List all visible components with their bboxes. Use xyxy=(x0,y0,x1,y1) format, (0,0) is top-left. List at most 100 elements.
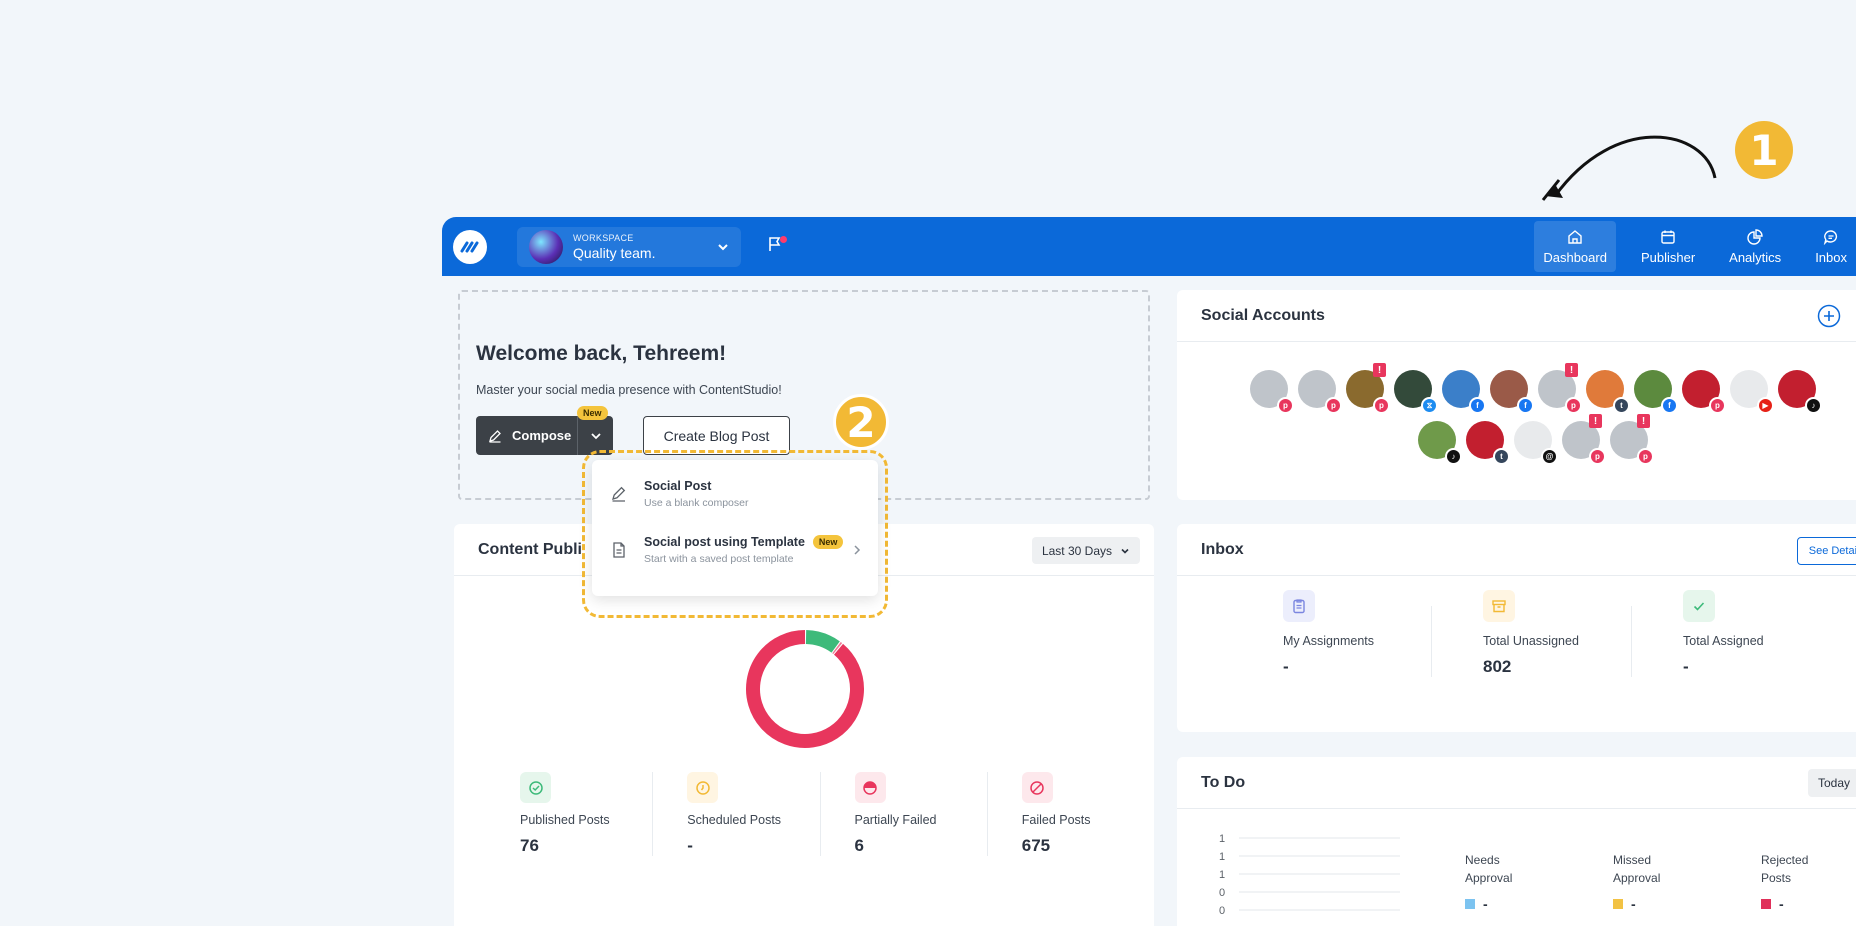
social-account-avatar[interactable]: p! xyxy=(1610,414,1654,465)
donut-slice-failed[interactable] xyxy=(746,630,864,748)
social-account-avatar[interactable]: f xyxy=(1490,370,1534,414)
needs-approval-swatch xyxy=(1465,899,1475,909)
social-account-avatar[interactable]: ♪ xyxy=(1778,370,1822,414)
compose-menu: Social Post Use a blank composer Social … xyxy=(592,460,878,596)
tumblr-icon: t xyxy=(1613,397,1630,414)
nav-dashboard[interactable]: Dashboard xyxy=(1534,221,1616,272)
todo-missed-approval-line2: Approval xyxy=(1613,871,1661,885)
social-account-avatar[interactable]: t xyxy=(1466,421,1510,465)
publishing-range-select[interactable]: Last 30 Days xyxy=(1031,537,1140,564)
menu-item-template-post-title: Social post using Template xyxy=(644,535,805,549)
pinterest-icon: p xyxy=(1589,448,1606,465)
pinterest-icon: p xyxy=(1277,397,1294,414)
stat-failed-value: 675 xyxy=(1021,836,1051,855)
social-account-avatar[interactable]: p! xyxy=(1346,363,1390,414)
workspace-label: WORKSPACE xyxy=(573,232,634,243)
home-icon xyxy=(1568,229,1582,244)
menu-item-social-post-title: Social Post xyxy=(644,479,712,493)
welcome-card: Welcome back, Tehreem! Master your socia… xyxy=(458,290,1150,500)
menu-item-social-post[interactable]: Social Post Use a blank composer xyxy=(592,466,878,522)
stat-failed-label: Failed Posts xyxy=(1021,813,1091,827)
chevron-down-icon xyxy=(590,432,601,439)
social-account-avatar[interactable]: t xyxy=(1586,370,1630,414)
pinterest-icon: p xyxy=(1373,397,1390,414)
publishing-range-label: Last 30 Days xyxy=(1041,543,1112,558)
compose-new-badge: New xyxy=(577,406,608,420)
social-account-avatar[interactable]: ▶ xyxy=(1730,370,1774,414)
social-account-avatar[interactable]: @ xyxy=(1514,421,1558,465)
welcome-title: Welcome back, Tehreem! xyxy=(476,342,727,365)
nav-analytics[interactable]: Analytics xyxy=(1720,221,1790,272)
compose-label: Compose xyxy=(512,428,572,443)
nav-inbox[interactable]: Inbox xyxy=(1806,221,1856,272)
compose-dropdown-toggle[interactable] xyxy=(577,416,613,455)
annotation-arrow xyxy=(1541,135,1717,201)
stat-published-label: Published Posts xyxy=(520,813,610,827)
warning-icon: ! xyxy=(1565,363,1578,377)
document-icon xyxy=(613,542,625,558)
template-new-badge: New xyxy=(812,535,844,549)
menu-item-template-post-subtitle: Start with a saved post template xyxy=(644,553,794,565)
social-account-avatar[interactable]: f xyxy=(1442,370,1486,414)
inbox-total-unassigned-label: Total Unassigned xyxy=(1483,634,1579,648)
inbox-my-assignments-label: My Assignments xyxy=(1283,634,1375,648)
social-account-avatar[interactable]: p! xyxy=(1538,363,1582,414)
warning-icon: ! xyxy=(1373,363,1386,377)
social-accounts-card: Social Accounts p p p! ⧖ f f p! t f p ▶ ♪ ♪ t @ p! p! xyxy=(1177,290,1856,500)
chevron-down-icon xyxy=(718,243,728,250)
social-account-avatar[interactable]: ♪ xyxy=(1418,421,1462,465)
nav-publisher[interactable]: Publisher xyxy=(1632,221,1704,272)
social-account-avatar[interactable]: p xyxy=(1682,370,1726,414)
workspace-name: Quality team. xyxy=(573,244,656,261)
social-account-avatar[interactable]: p xyxy=(1298,370,1342,414)
todo-rejected-posts-line2: Posts xyxy=(1761,871,1792,885)
stat-partially-failed-value: 6 xyxy=(854,836,864,855)
missed-approval-swatch xyxy=(1613,899,1623,909)
notifications-flag[interactable] xyxy=(767,236,787,257)
menu-item-social-post-subtitle: Use a blank composer xyxy=(644,497,749,509)
publishing-donut-chart xyxy=(746,630,864,748)
create-blog-post-button[interactable]: Create Blog Post xyxy=(643,416,790,455)
inbox-my-assignments: My Assignments - xyxy=(1177,590,1431,677)
donut-slice-partially-failed[interactable] xyxy=(832,642,843,655)
threads-icon: @ xyxy=(1541,448,1558,465)
compose-menu-highlight: Social Post Use a blank composer Social … xyxy=(582,450,888,618)
social-accounts-row: p p p! ⧖ f f p! t f p ▶ ♪ xyxy=(1213,363,1853,414)
logo-icon xyxy=(460,241,479,252)
chat-icon xyxy=(1823,229,1838,245)
social-accounts-list: p p p! ⧖ f f p! t f p ▶ ♪ ♪ t @ p! p! xyxy=(1213,363,1853,472)
social-account-avatar[interactable]: ⧖ xyxy=(1394,370,1438,414)
social-account-avatar[interactable]: f xyxy=(1634,370,1678,414)
stat-scheduled-label: Scheduled Posts xyxy=(687,813,782,827)
half-circle-icon xyxy=(854,772,886,803)
social-account-avatar[interactable]: p xyxy=(1250,370,1294,414)
workspace-switcher[interactable]: WORKSPACE Quality team. xyxy=(517,226,741,267)
inbox-my-assignments-value: - xyxy=(1283,657,1289,676)
social-account-avatar[interactable]: p! xyxy=(1562,414,1606,465)
todo-range-select[interactable]: Today xyxy=(1807,769,1856,797)
menu-item-template-post[interactable]: Social post using Template New Start with… xyxy=(592,522,878,578)
social-accounts-row: ♪ t @ p! p! xyxy=(1213,414,1853,465)
todo-missed-approval-line1: Missed xyxy=(1613,853,1652,867)
pie-chart-icon xyxy=(1747,228,1763,245)
warning-icon: ! xyxy=(1637,414,1650,428)
facebook-icon: f xyxy=(1469,397,1486,414)
youtube-icon: ▶ xyxy=(1757,397,1774,414)
contentstudio-logo[interactable] xyxy=(453,229,487,264)
todo-tick-label: 1 xyxy=(1219,851,1225,863)
add-account-icon[interactable] xyxy=(1817,304,1841,328)
todo-tick-label: 0 xyxy=(1219,905,1225,917)
donut-slice-published[interactable] xyxy=(805,630,840,653)
todo-rejected-posts-line1: Rejected xyxy=(1761,853,1809,867)
compose-button[interactable]: Compose xyxy=(476,416,577,455)
step-two-badge: 2 xyxy=(833,394,889,450)
pinterest-icon: p xyxy=(1565,397,1582,414)
tiktok-icon: ♪ xyxy=(1445,448,1462,465)
main-nav: Dashboard Publisher Analytics Inbox xyxy=(1518,217,1856,276)
app-window: WORKSPACE Quality team. Dashboard Publis… xyxy=(442,217,1856,926)
stat-failed: Failed Posts 675 xyxy=(986,772,1154,856)
warning-icon: ! xyxy=(1589,414,1602,428)
see-details-button[interactable]: See Details xyxy=(1796,537,1856,565)
todo-needs-approval-value: - xyxy=(1483,896,1488,912)
nav-dashboard-label: Dashboard xyxy=(1543,249,1607,265)
